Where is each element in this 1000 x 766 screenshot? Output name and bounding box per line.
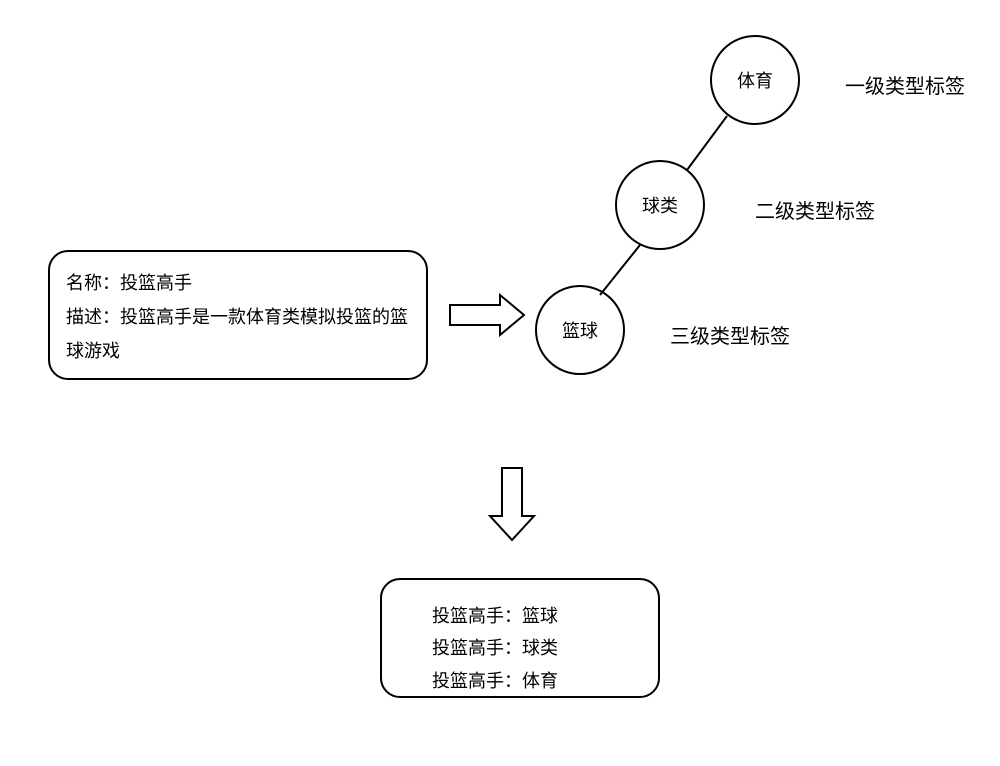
level1-label: 一级类型标签	[845, 70, 965, 99]
edge-2-3	[600, 245, 640, 295]
name-row: 名称：投篮高手	[66, 266, 410, 300]
node-level3: 篮球	[535, 285, 625, 375]
node-level1-text: 体育	[737, 67, 773, 93]
level3-label: 三级类型标签	[670, 320, 790, 349]
result-line3: 投篮高手：体育	[432, 665, 642, 697]
node-level1: 体育	[710, 35, 800, 125]
desc-row: 描述：投篮高手是一款体育类模拟投篮的篮球游戏	[66, 300, 410, 368]
result-line1: 投篮高手：篮球	[432, 600, 642, 632]
desc-label: 描述：	[66, 307, 120, 327]
arrow-right-icon	[450, 295, 524, 335]
name-label: 名称：	[66, 273, 120, 293]
node-level2: 球类	[615, 160, 705, 250]
node-level3-text: 篮球	[562, 317, 598, 343]
node-level2-text: 球类	[642, 192, 678, 218]
result-line2: 投篮高手：球类	[432, 632, 642, 664]
name-value: 投篮高手	[120, 273, 192, 293]
level2-label: 二级类型标签	[755, 195, 875, 224]
description-box: 名称：投篮高手 描述：投篮高手是一款体育类模拟投篮的篮球游戏	[48, 250, 428, 380]
arrow-down-icon	[490, 468, 534, 540]
diagram-canvas: 名称：投篮高手 描述：投篮高手是一款体育类模拟投篮的篮球游戏 体育 球类 篮球 …	[0, 0, 1000, 766]
result-box: 投篮高手：篮球 投篮高手：球类 投篮高手：体育	[380, 578, 660, 698]
edge-1-2	[687, 116, 727, 170]
